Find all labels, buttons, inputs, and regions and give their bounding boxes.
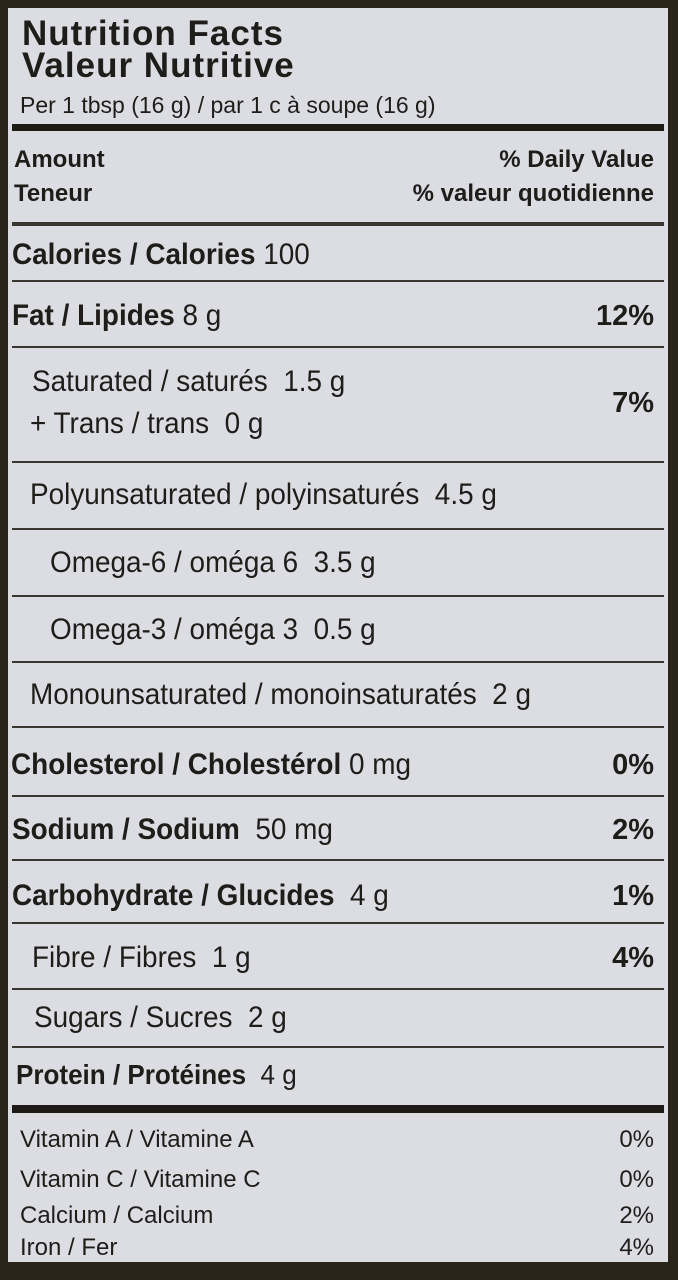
label: Cholesterol / Cholestérol (11, 748, 342, 781)
value: 2 g (248, 1001, 287, 1034)
label: Sodium / Sodium (12, 813, 240, 846)
header-daily-value-fr: % valeur quotidienne (412, 180, 654, 207)
percent: 0% (612, 749, 654, 781)
label: Omega-6 / oméga 6 (50, 546, 299, 579)
header-amount: Amount (14, 146, 105, 173)
value: 50 mg (255, 813, 333, 846)
divider (12, 726, 664, 728)
percent: 4% (612, 942, 654, 974)
divider (12, 222, 664, 226)
label: Calories / Calories (12, 238, 256, 271)
divider (12, 922, 664, 924)
label: + Trans / trans (30, 407, 210, 440)
header-daily-value: % Daily Value (499, 146, 654, 173)
percent: 4% (619, 1234, 654, 1261)
label: Omega-3 / oméga 3 (50, 613, 299, 646)
header-teneur: Teneur (14, 180, 93, 207)
percent: 12% (595, 300, 654, 332)
divider (12, 346, 664, 348)
row-calories: Calories / Calories 100 (8, 237, 668, 273)
percent: 1% (612, 880, 654, 912)
percent: 0% (619, 1166, 654, 1193)
divider (12, 528, 664, 530)
label: Saturated / saturés (32, 365, 268, 398)
percent: 7% (612, 387, 654, 419)
row-polyunsaturated: Polyunsaturated / polyinsaturés 4.5 g (8, 477, 668, 513)
value: 1.5 g (283, 365, 346, 398)
percent: 2% (612, 814, 654, 846)
divider (12, 461, 664, 463)
divider (12, 1046, 664, 1048)
label: Sugars / Sucres (34, 1001, 233, 1034)
label: Fibre / Fibres (32, 941, 197, 974)
value: 8 g (182, 299, 222, 332)
value: 4.5 g (434, 478, 497, 511)
divider (12, 859, 664, 861)
value: 2 g (492, 678, 531, 711)
title-fr: Valeur Nutritive (22, 46, 295, 85)
value: 0 mg (348, 748, 412, 781)
row-fibre: Fibre / Fibres 1 g 4% (8, 940, 668, 976)
divider (12, 280, 664, 282)
divider (12, 795, 664, 797)
row-sugars: Sugars / Sucres 2 g (8, 1000, 668, 1036)
row-carbohydrate: Carbohydrate / Glucides 4 g 1% (8, 878, 668, 914)
percent: 2% (619, 1202, 654, 1229)
label: Carbohydrate / Glucides (12, 879, 335, 912)
divider (12, 124, 664, 131)
row-cholesterol: Cholesterol / Cholestérol 0 mg 0% (8, 747, 668, 783)
value: 1 g (211, 941, 251, 974)
label: Polyunsaturated / polyinsaturés (30, 478, 420, 511)
label: Iron / Fer (20, 1234, 118, 1261)
value: 4 g (260, 1059, 297, 1090)
row-sodium: Sodium / Sodium 50 mg 2% (8, 812, 668, 848)
label: Protein / Protéines (16, 1059, 247, 1090)
value: 0.5 g (313, 613, 376, 646)
row-trans: + Trans / trans 0 g (8, 406, 668, 442)
row-monounsaturated: Monounsaturated / monoinsaturatés 2 g (8, 677, 668, 713)
row-fat: Fat / Lipides 8 g 12% (8, 298, 668, 334)
divider (12, 988, 664, 990)
value: 100 (263, 238, 310, 271)
value: 0 g (224, 407, 264, 440)
row-saturated: Saturated / saturés 1.5 g (8, 364, 668, 400)
row-omega-6: Omega-6 / oméga 6 3.5 g (8, 545, 668, 581)
serving-size: Per 1 tbsp (16 g) / par 1 c à soupe (16 … (20, 92, 436, 118)
label: Calcium / Calcium (20, 1202, 214, 1229)
divider (12, 595, 664, 597)
label: Fat / Lipides (12, 299, 175, 332)
title-en: Nutrition Facts (22, 14, 284, 53)
divider (12, 1105, 664, 1113)
row-omega-3: Omega-3 / oméga 3 0.5 g (8, 612, 668, 648)
percent: 0% (619, 1126, 654, 1153)
nutrition-facts-panel: Nutrition Facts Valeur Nutritive Per 1 t… (8, 8, 668, 1262)
label: Vitamin C / Vitamine C (20, 1166, 261, 1193)
divider (12, 661, 664, 663)
value: 4 g (349, 879, 389, 912)
row-protein: Protein / Protéines 4 g (8, 1057, 668, 1093)
label: Vitamin A / Vitamine A (20, 1126, 254, 1153)
label: Monounsaturated / monoinsaturatés (30, 678, 477, 711)
value: 3.5 g (313, 546, 376, 579)
